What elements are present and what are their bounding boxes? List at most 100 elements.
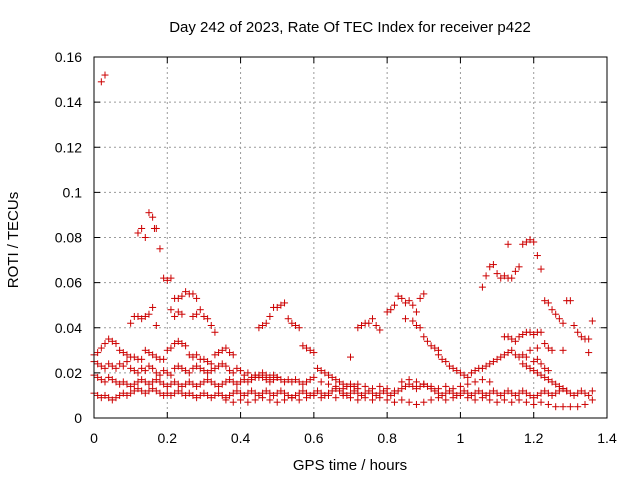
data-point: [376, 382, 384, 390]
data-point: [519, 387, 527, 395]
data-point: [390, 387, 398, 395]
data-point: [504, 333, 512, 341]
data-point: [511, 337, 519, 345]
data-point: [266, 312, 274, 320]
data-point: [255, 391, 263, 399]
data-point: [464, 394, 472, 402]
data-point: [182, 391, 190, 399]
y-tick-label: 0.16: [55, 49, 82, 65]
data-point: [123, 358, 131, 366]
data-point: [427, 396, 435, 404]
data-point: [207, 367, 215, 375]
data-point: [123, 380, 131, 388]
data-point: [325, 380, 333, 388]
data-point: [416, 294, 424, 302]
data-point: [277, 301, 285, 309]
y-tick-label: 0.06: [55, 275, 82, 291]
data-point: [240, 391, 248, 399]
data-point: [134, 312, 142, 320]
data-point: [493, 389, 501, 397]
data-point: [163, 369, 171, 377]
data-point: [160, 367, 168, 375]
data-point: [416, 324, 424, 332]
data-point: [519, 331, 527, 339]
data-point: [368, 385, 376, 393]
data-point: [427, 382, 435, 390]
data-point: [314, 387, 322, 395]
data-point: [97, 344, 105, 352]
data-point: [171, 389, 179, 397]
data-point: [152, 353, 160, 361]
x-tick-label: 0.8: [377, 430, 397, 446]
data-point: [152, 376, 160, 384]
x-tick-label: 1.2: [524, 430, 544, 446]
data-point: [193, 362, 201, 370]
data-point: [533, 344, 541, 352]
data-point: [233, 364, 241, 372]
data-point: [577, 387, 585, 395]
data-point: [262, 376, 270, 384]
data-point: [486, 378, 494, 386]
data-point: [555, 315, 563, 323]
data-point: [130, 367, 138, 375]
tick-labels: 0 0.2 0.4 0.6 0.8 1 1.2 1.4 0 0.02 0.04 0.06 0.08 0.1…: [55, 49, 617, 446]
data-point: [134, 369, 142, 377]
data-point: [519, 360, 527, 368]
data-point: [482, 391, 490, 399]
data-point: [405, 376, 413, 384]
data-point: [511, 391, 519, 399]
data-point: [145, 380, 153, 388]
data-point: [167, 274, 175, 282]
data-point: [281, 299, 289, 307]
data-point: [141, 346, 149, 354]
data-point: [486, 263, 494, 271]
data-point: [149, 378, 157, 386]
data-point: [119, 349, 127, 357]
data-point: [288, 378, 296, 386]
data-point: [588, 317, 596, 325]
data-point: [273, 373, 281, 381]
data-point: [112, 378, 120, 386]
data-point: [97, 362, 105, 370]
data-point: [570, 391, 578, 399]
x-axis-label: GPS time / hours: [293, 457, 407, 474]
data-point: [229, 369, 237, 377]
data-point: [541, 373, 549, 381]
data-point: [354, 380, 362, 388]
data-point: [515, 333, 523, 341]
data-point: [255, 324, 263, 332]
data-point: [251, 373, 259, 381]
data-point: [467, 391, 475, 399]
data-point: [530, 238, 538, 246]
data-point: [185, 369, 193, 377]
data-point: [574, 403, 582, 411]
data-point: [544, 376, 552, 384]
data-point: [189, 353, 197, 361]
data-point: [515, 396, 523, 404]
data-point: [200, 367, 208, 375]
data-point: [504, 387, 512, 395]
data-point: [552, 310, 560, 318]
data-point: [464, 373, 472, 381]
data-point: [160, 274, 168, 282]
data-point: [251, 396, 259, 404]
data-point: [141, 367, 149, 375]
data-point: [493, 398, 501, 406]
data-point: [310, 373, 318, 381]
data-point: [533, 369, 541, 377]
data-point: [533, 391, 541, 399]
data-point: [515, 353, 523, 361]
data-point: [456, 391, 464, 399]
data-point: [277, 387, 285, 395]
data-point: [163, 382, 171, 390]
data-point: [207, 321, 215, 329]
data-point: [497, 353, 505, 361]
data-point: [141, 234, 149, 241]
data-point: [156, 371, 164, 379]
data-point: [222, 344, 230, 352]
data-point: [152, 387, 160, 395]
data-point: [226, 349, 234, 357]
data-point: [134, 229, 142, 237]
data-point: [255, 371, 263, 379]
chart-title: Day 242 of 2023, Rate Of TEC Index for r…: [169, 19, 531, 36]
